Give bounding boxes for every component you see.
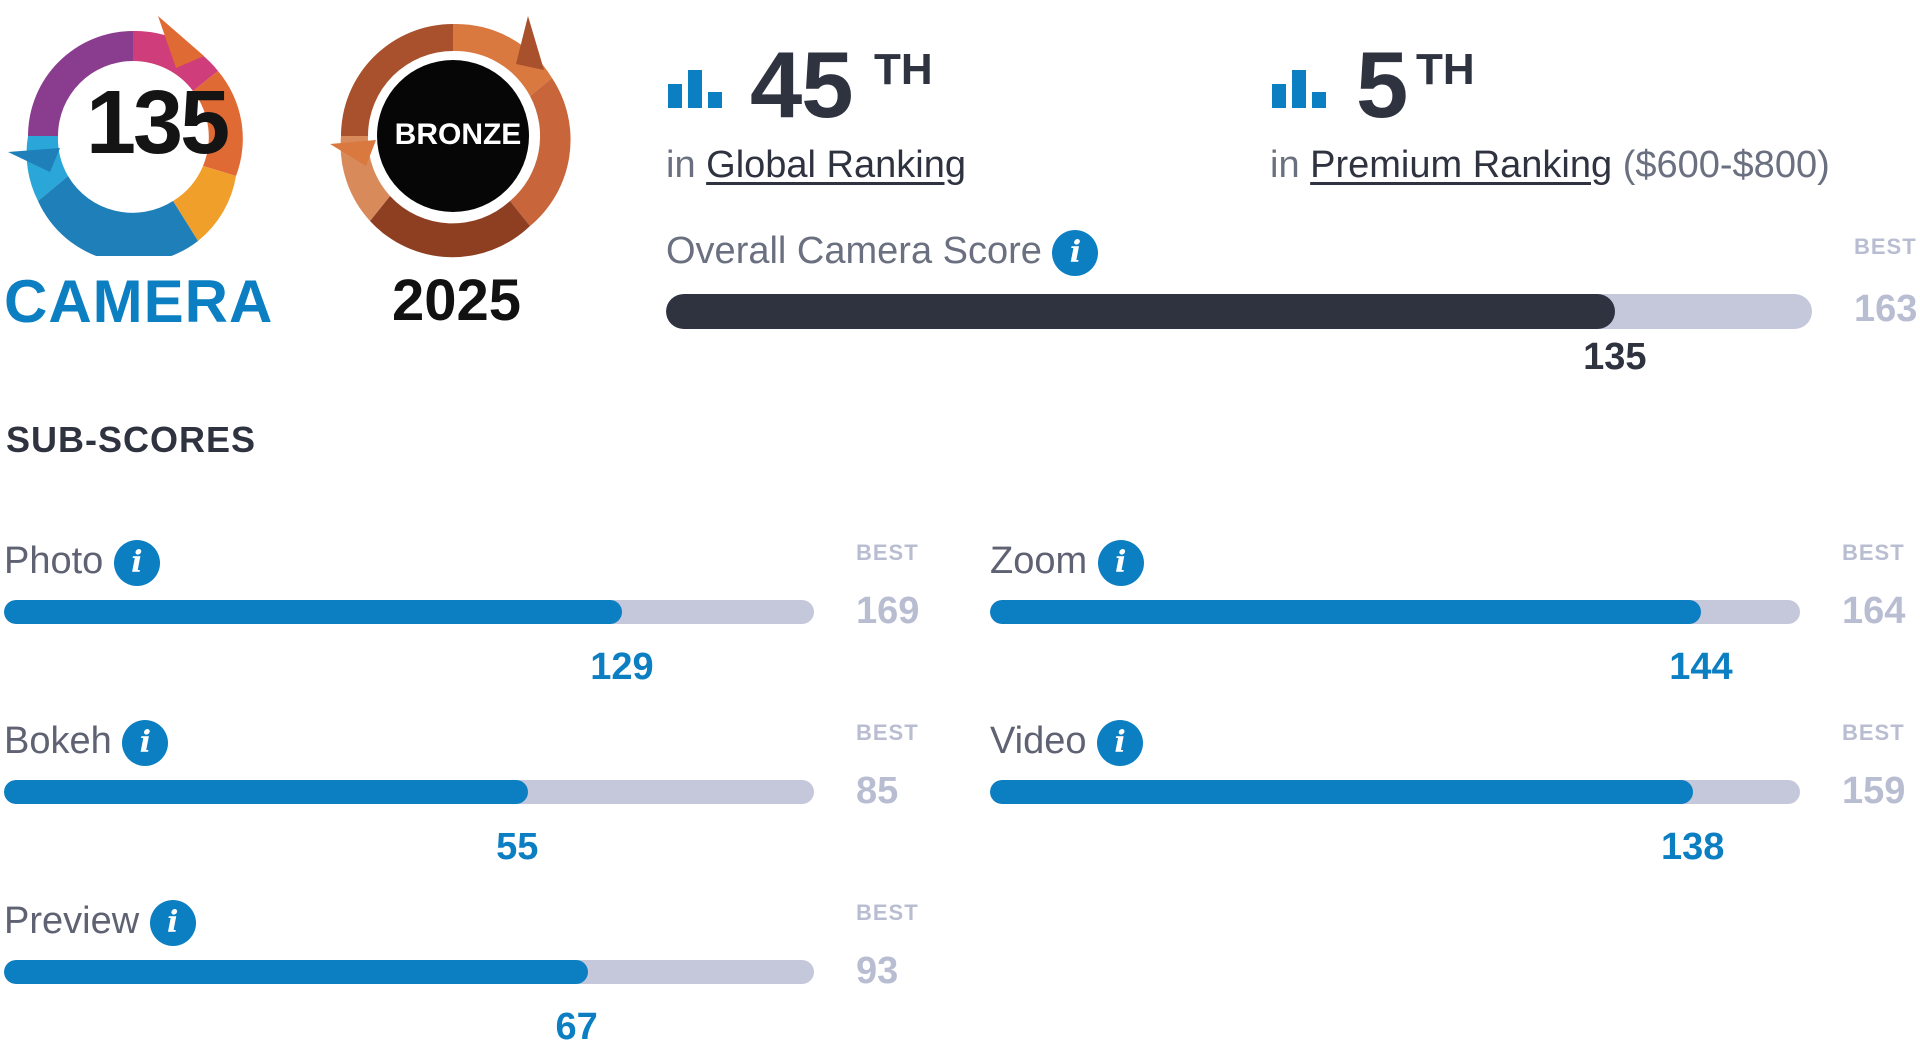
medal-year: 2025 <box>392 268 522 333</box>
overall-score-bar <box>666 294 1812 329</box>
subscore-name: Bokeh <box>4 720 112 763</box>
premium-ranking-link[interactable]: Premium Ranking <box>1310 144 1613 186</box>
subscore-preview-value: 67 <box>555 1006 598 1048</box>
subscore-name: Zoom <box>990 540 1088 583</box>
camera-score-badge: 135 <box>8 16 258 256</box>
subscores-heading: SUB-SCORES <box>6 419 257 460</box>
premium-ranking-line: in Premium Ranking ($600-$800) <box>1270 146 1830 184</box>
camera-score-value: 135 <box>86 73 230 173</box>
info-icon[interactable]: i <box>1052 230 1099 276</box>
subscore-zoom-best-value: 164 <box>1842 590 1906 632</box>
subscore-photo-value: 129 <box>590 646 654 688</box>
subscore-zoom-fill <box>990 600 1702 624</box>
subscore-zoom-best-label: BEST <box>1842 540 1905 565</box>
subscore-bokeh-value: 55 <box>496 826 539 868</box>
subscore-bokeh-best-value: 85 <box>856 770 899 812</box>
overall-best-value: 163 <box>1854 288 1918 330</box>
subscore-preview-bar <box>4 960 814 984</box>
info-icon[interactable]: i <box>1097 720 1144 766</box>
subscore-zoom-value: 144 <box>1669 646 1733 688</box>
camera-category-label: CAMERA <box>4 268 274 335</box>
overall-score-label: Overall Camera Score i <box>666 230 1099 276</box>
subscore-preview-label: Preview i <box>4 900 196 946</box>
subscore-zoom-label: Zoom i <box>990 540 1144 586</box>
subscore-video-bar <box>990 780 1800 804</box>
subscore-video-value: 138 <box>1661 826 1725 868</box>
subscore-preview-best-value: 93 <box>856 950 899 992</box>
premium-price-range: ($600-$800) <box>1622 144 1830 186</box>
overall-score-title: Overall Camera Score <box>666 230 1042 273</box>
subscore-photo-best-value: 169 <box>856 590 920 632</box>
bar-chart-icon <box>668 70 722 108</box>
subscore-preview-fill <box>4 960 588 984</box>
score-ring-graphic <box>8 16 243 256</box>
subscore-bokeh-label: Bokeh i <box>4 720 169 766</box>
global-rank-number: 45 <box>750 32 854 137</box>
subscore-photo-bar <box>4 600 814 624</box>
overall-score-fill <box>666 294 1616 329</box>
info-icon[interactable]: i <box>113 540 160 586</box>
premium-rank-suffix: TH <box>1416 45 1475 94</box>
premium-ranking-prefix: in <box>1270 144 1300 186</box>
subscore-photo-label: Photo i <box>4 540 160 586</box>
bronze-ring-graphic <box>330 16 571 258</box>
info-icon[interactable]: i <box>122 720 169 766</box>
global-ranking-line: in Global Ranking <box>666 146 966 184</box>
subscore-photo-best-label: BEST <box>856 540 919 565</box>
bronze-medal-badge: BRONZE <box>330 16 576 260</box>
global-ranking-prefix: in <box>666 144 696 186</box>
subscore-preview-best-label: BEST <box>856 900 919 925</box>
subscore-photo-fill <box>4 600 623 624</box>
subscore-name: Photo <box>4 540 104 583</box>
global-rank-suffix: TH <box>874 45 933 94</box>
medal-label: BRONZE <box>394 118 522 151</box>
overall-score-value: 135 <box>1583 336 1647 378</box>
subscore-bokeh-bar <box>4 780 814 804</box>
subscore-zoom-bar <box>990 600 1800 624</box>
subscore-name: Preview <box>4 900 140 943</box>
subscore-name: Video <box>990 720 1087 763</box>
global-ranking-link[interactable]: Global Ranking <box>706 144 966 186</box>
subscore-video-fill <box>990 780 1694 804</box>
bar-chart-icon <box>1272 70 1326 108</box>
subscore-bokeh-best-label: BEST <box>856 720 919 745</box>
subscore-video-best-label: BEST <box>1842 720 1905 745</box>
subscore-video-label: Video i <box>990 720 1144 766</box>
overall-best-label: BEST <box>1854 234 1917 259</box>
premium-rank-number: 5 <box>1356 32 1408 137</box>
subscore-bokeh-fill <box>4 780 529 804</box>
info-icon[interactable]: i <box>149 900 196 946</box>
subscore-video-best-value: 159 <box>1842 770 1906 812</box>
info-icon[interactable]: i <box>1097 540 1144 586</box>
